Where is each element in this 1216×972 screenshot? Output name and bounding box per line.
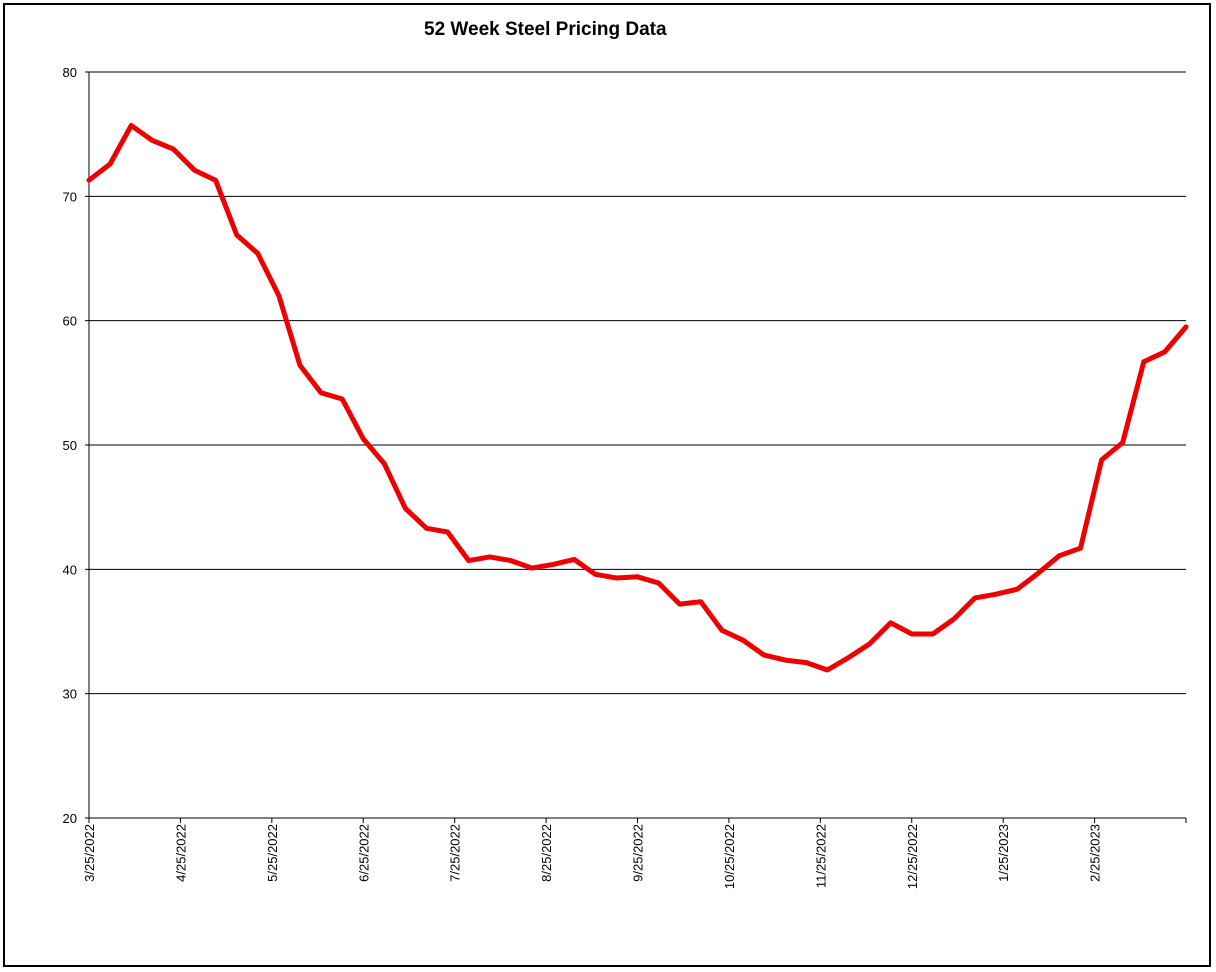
y-tick-label: 70 xyxy=(63,189,77,204)
y-tick-label: 30 xyxy=(63,687,77,702)
y-tick-label: 40 xyxy=(63,562,77,577)
x-tick-label: 7/25/2022 xyxy=(448,824,463,882)
y-tick-label: 80 xyxy=(63,65,77,80)
x-tick-label: 10/25/2022 xyxy=(722,824,737,889)
x-tick-label: 12/25/2022 xyxy=(905,824,920,889)
chart-title: 52 Week Steel Pricing Data xyxy=(424,19,667,40)
chart-frame xyxy=(3,3,1211,967)
x-tick-label: 5/25/2022 xyxy=(265,824,280,882)
y-tick-label: 60 xyxy=(63,314,77,329)
x-tick-label: 11/25/2022 xyxy=(813,824,828,888)
x-tick-label: 1/25/2023 xyxy=(996,824,1011,882)
x-tick-label: 4/25/2022 xyxy=(173,824,188,882)
y-tick-label: 20 xyxy=(63,811,77,826)
x-tick-label: 2/25/2023 xyxy=(1088,824,1103,882)
y-tick-label: 50 xyxy=(63,438,77,453)
x-tick-label: 8/25/2022 xyxy=(539,824,554,882)
series-line xyxy=(86,123,1189,673)
x-tick-label: 9/25/2022 xyxy=(631,824,646,882)
x-tick-label: 6/25/2022 xyxy=(356,824,371,882)
x-tick-label: 3/25/2022 xyxy=(82,824,97,882)
